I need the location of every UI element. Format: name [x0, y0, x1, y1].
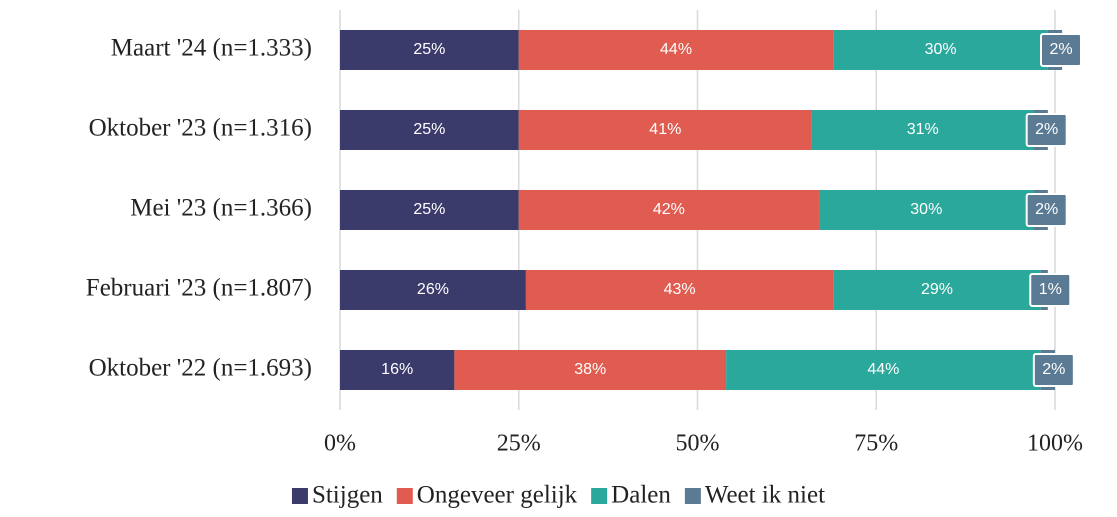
- value-label-box: [1040, 33, 1082, 67]
- bar-segment: [518, 110, 812, 150]
- value-label: 25%: [413, 201, 445, 218]
- x-tick-label: 0%: [324, 431, 356, 457]
- legend-swatch: [591, 488, 608, 504]
- value-label: 25%: [413, 41, 445, 58]
- value-label: 41%: [649, 121, 681, 138]
- bar-segment: [340, 350, 455, 390]
- value-label: 16%: [381, 361, 413, 378]
- bar-segment: [518, 30, 834, 70]
- legend-label: Dalen: [611, 482, 671, 509]
- bar-segment: [454, 350, 727, 390]
- legend-swatch: [684, 488, 701, 504]
- value-label: 30%: [925, 41, 957, 58]
- bar-segment: [819, 190, 1034, 230]
- legend-label: Ongeveer gelijk: [417, 482, 578, 509]
- x-tick-label: 75%: [854, 431, 898, 457]
- bar-segment: [518, 190, 820, 230]
- value-label: 44%: [867, 361, 899, 378]
- bar-segment: [340, 270, 526, 310]
- value-label: 30%: [910, 201, 942, 218]
- value-label-box: [1025, 193, 1068, 227]
- value-label: 44%: [660, 41, 692, 58]
- value-label: 2%: [1042, 361, 1065, 378]
- y-tick-label: Mei '23 (n=1.366): [130, 195, 312, 222]
- y-tick-label: Oktober '23 (n=1.316): [89, 115, 312, 142]
- value-label: 2%: [1049, 41, 1072, 58]
- y-tick-label: Februari '23 (n=1.807): [86, 275, 312, 302]
- legend: Stijgen Ongeveer gelijk Dalen Weet ik niet: [291, 482, 825, 509]
- value-label-box: [1025, 113, 1068, 147]
- value-label: 42%: [653, 201, 685, 218]
- value-label: 2%: [1035, 121, 1058, 138]
- legend-swatch: [396, 488, 413, 504]
- x-tick-label: 100%: [1027, 431, 1083, 457]
- value-label: 31%: [907, 121, 939, 138]
- value-label: 43%: [664, 281, 696, 298]
- bar-segment: [340, 190, 519, 230]
- bar-segment: [833, 270, 1041, 310]
- bar-segment: [340, 110, 519, 150]
- legend-swatch: [291, 488, 308, 504]
- legend-label: Stijgen: [312, 482, 383, 509]
- value-label: 25%: [413, 121, 445, 138]
- value-label: 29%: [921, 281, 953, 298]
- y-tick-label: Maart '24 (n=1.333): [111, 35, 312, 62]
- bar-segment: [726, 350, 1041, 390]
- y-tick-label: Oktober '22 (n=1.693): [89, 355, 312, 382]
- bar-segment: [811, 110, 1034, 150]
- value-label-box: [1032, 353, 1075, 387]
- legend-label: Weet ik niet: [705, 482, 825, 509]
- value-label: 26%: [417, 281, 449, 298]
- x-tick-label: 25%: [497, 431, 541, 457]
- value-label: 38%: [574, 361, 606, 378]
- bar-segment: [833, 30, 1048, 70]
- value-label: 1%: [1039, 281, 1062, 298]
- value-label: 2%: [1035, 201, 1058, 218]
- x-tick-label: 50%: [676, 431, 720, 457]
- value-label-box: [1029, 273, 1072, 307]
- bar-segment: [525, 270, 834, 310]
- bar-segment: [340, 30, 519, 70]
